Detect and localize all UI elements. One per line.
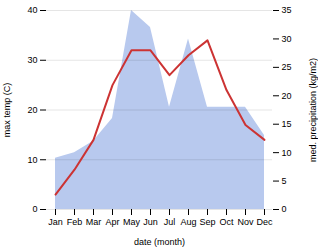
- svg-text:20: 20: [27, 105, 37, 115]
- svg-text:5: 5: [282, 176, 287, 186]
- svg-text:max temp (C): max temp (C): [2, 83, 12, 138]
- svg-text:15: 15: [282, 119, 292, 129]
- svg-text:0: 0: [32, 204, 37, 214]
- svg-text:Nov: Nov: [237, 217, 254, 227]
- svg-text:25: 25: [282, 62, 292, 72]
- svg-text:Feb: Feb: [67, 217, 83, 227]
- svg-text:Dec: Dec: [256, 217, 273, 227]
- svg-text:10: 10: [27, 155, 37, 165]
- svg-text:Aug: Aug: [180, 217, 196, 227]
- svg-text:date (month): date (month): [134, 237, 185, 247]
- svg-text:May: May: [123, 217, 141, 227]
- svg-text:Sep: Sep: [199, 217, 215, 227]
- svg-text:Jun: Jun: [143, 217, 158, 227]
- svg-text:0: 0: [282, 204, 287, 214]
- svg-text:Apr: Apr: [105, 217, 119, 227]
- svg-text:Mar: Mar: [86, 217, 102, 227]
- svg-text:40: 40: [27, 5, 37, 15]
- svg-text:Jul: Jul: [164, 217, 176, 227]
- svg-text:med. precipitation (kg/m2): med. precipitation (kg/m2): [308, 58, 318, 162]
- svg-text:20: 20: [282, 91, 292, 101]
- svg-text:35: 35: [282, 5, 292, 15]
- svg-text:Oct: Oct: [219, 217, 234, 227]
- svg-text:10: 10: [282, 148, 292, 158]
- svg-text:30: 30: [27, 55, 37, 65]
- svg-text:30: 30: [282, 34, 292, 44]
- svg-text:Jan: Jan: [48, 217, 63, 227]
